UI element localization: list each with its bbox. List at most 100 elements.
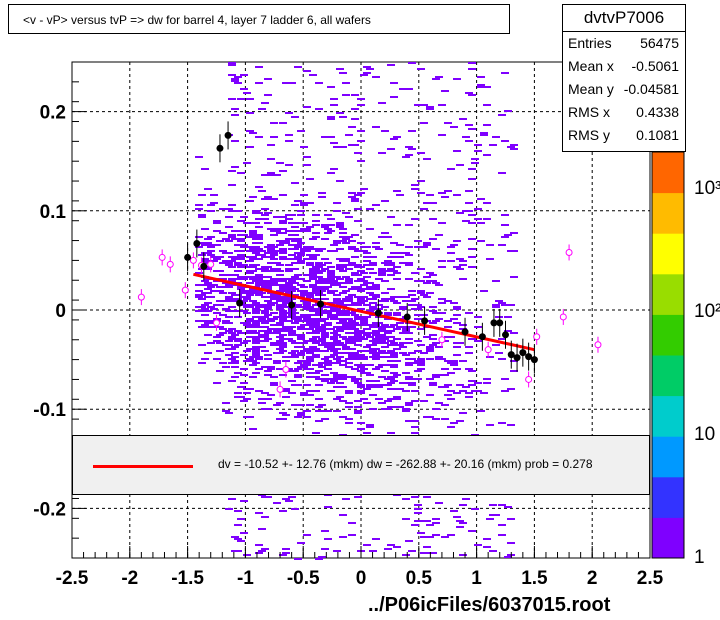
density-cell bbox=[384, 260, 392, 262]
density-cell bbox=[441, 536, 449, 538]
density-cell bbox=[246, 98, 254, 100]
density-cell bbox=[399, 332, 407, 334]
density-cell bbox=[282, 242, 290, 244]
density-cell bbox=[510, 370, 518, 372]
density-cell bbox=[459, 390, 467, 392]
density-cell bbox=[246, 326, 254, 328]
profile-point-magenta bbox=[207, 260, 215, 268]
density-cell bbox=[447, 426, 455, 428]
density-cell bbox=[219, 328, 227, 330]
density-cell bbox=[240, 74, 248, 76]
density-cell bbox=[465, 190, 473, 192]
density-cell bbox=[390, 252, 398, 254]
density-cell bbox=[309, 346, 317, 348]
density-cell bbox=[321, 332, 329, 334]
density-cell bbox=[369, 350, 377, 352]
legend-text: dv = -10.52 +- 12.76 (mkm) dw = -262.88 … bbox=[218, 457, 593, 471]
density-cell bbox=[351, 256, 359, 258]
density-cell bbox=[246, 146, 254, 148]
density-cell bbox=[321, 258, 329, 260]
density-cell bbox=[351, 108, 359, 110]
density-cell bbox=[285, 500, 293, 502]
density-cell bbox=[291, 204, 299, 206]
density-cell bbox=[264, 370, 272, 372]
density-cell bbox=[363, 388, 371, 390]
density-cell bbox=[495, 300, 503, 302]
density-cell bbox=[309, 74, 317, 76]
density-cell bbox=[369, 308, 377, 310]
density-cell bbox=[258, 528, 266, 530]
density-cell bbox=[237, 256, 245, 258]
density-cell bbox=[372, 368, 380, 370]
density-cell bbox=[291, 226, 299, 228]
density-cell bbox=[453, 346, 461, 348]
x-tick-label: 2 bbox=[587, 568, 598, 589]
density-cell bbox=[303, 410, 311, 412]
density-cell bbox=[447, 372, 455, 374]
density-cell bbox=[396, 244, 404, 246]
density-cell bbox=[375, 356, 383, 358]
density-cell bbox=[405, 362, 413, 364]
density-cell bbox=[330, 142, 338, 144]
density-cell bbox=[342, 242, 350, 244]
density-cell bbox=[276, 336, 284, 338]
density-cell bbox=[486, 518, 494, 520]
density-cell bbox=[297, 254, 305, 256]
density-cell bbox=[324, 494, 332, 496]
density-cell bbox=[354, 208, 362, 210]
density-cell bbox=[195, 246, 203, 248]
density-cell bbox=[255, 248, 263, 250]
density-cell bbox=[384, 318, 392, 320]
density-cell bbox=[444, 360, 452, 362]
density-cell bbox=[207, 286, 215, 288]
density-cell bbox=[246, 272, 254, 274]
plot-title: <v - vP> versus tvP => dw for barrel 4, … bbox=[8, 4, 510, 34]
density-cell bbox=[357, 308, 365, 310]
density-cell bbox=[363, 252, 371, 254]
density-cell bbox=[303, 348, 311, 350]
density-cell bbox=[264, 354, 272, 356]
density-cell bbox=[306, 246, 314, 248]
density-cell bbox=[387, 340, 395, 342]
density-cell bbox=[300, 314, 308, 316]
density-cell bbox=[339, 270, 347, 272]
density-cell bbox=[201, 280, 209, 282]
density-cell bbox=[336, 264, 344, 266]
density-cell bbox=[459, 504, 467, 506]
density-cell bbox=[312, 332, 320, 334]
density-cell bbox=[345, 296, 353, 298]
density-cell bbox=[330, 348, 338, 350]
density-cell bbox=[414, 280, 422, 282]
density-cell bbox=[378, 152, 386, 154]
density-cell bbox=[399, 352, 407, 354]
density-cell bbox=[378, 342, 386, 344]
density-cell bbox=[201, 168, 209, 170]
density-cell bbox=[498, 338, 506, 340]
density-cell bbox=[288, 222, 296, 224]
density-cell bbox=[411, 420, 419, 422]
fit-line-segment bbox=[193, 272, 535, 352]
density-cell bbox=[366, 384, 374, 386]
density-cell bbox=[228, 170, 236, 172]
density-cell bbox=[246, 388, 254, 390]
density-cell bbox=[303, 164, 311, 166]
density-cell bbox=[480, 132, 488, 134]
density-cell bbox=[288, 330, 296, 332]
density-cell bbox=[252, 316, 260, 318]
density-cell bbox=[279, 350, 287, 352]
profile-points bbox=[137, 121, 602, 398]
density-cell bbox=[309, 268, 317, 270]
density-cell bbox=[486, 258, 494, 260]
density-cell bbox=[354, 338, 362, 340]
density-cell bbox=[234, 244, 242, 246]
density-cell bbox=[312, 336, 320, 338]
density-cell bbox=[228, 278, 236, 280]
density-cell bbox=[405, 88, 413, 90]
color-scale-band bbox=[652, 192, 684, 234]
density-cell bbox=[429, 238, 437, 240]
density-cell bbox=[381, 232, 389, 234]
density-cell bbox=[432, 248, 440, 250]
density-cell bbox=[336, 302, 344, 304]
density-cell bbox=[264, 338, 272, 340]
